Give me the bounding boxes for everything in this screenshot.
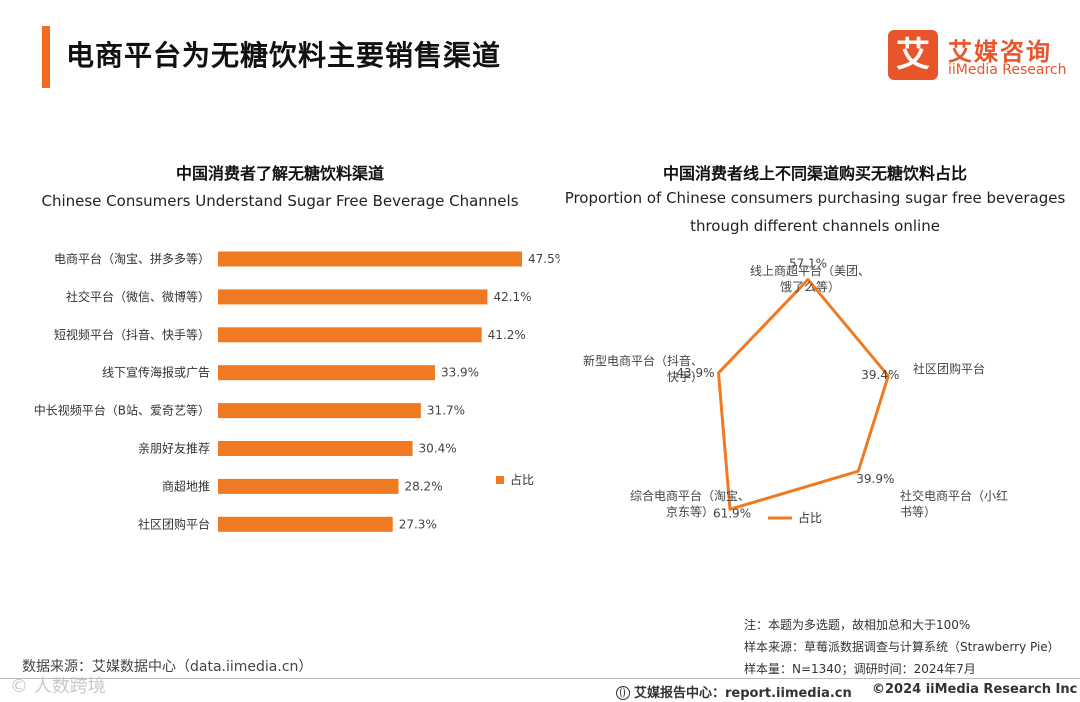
logo-mark-icon: 艾 <box>888 30 938 80</box>
bar-value-label: 42.1% <box>493 290 531 304</box>
radar-legend-label: 占比 <box>798 510 822 525</box>
note-multi-choice: 注：本题为多选题，故相加总和大于100% <box>744 618 971 632</box>
legend-swatch <box>496 476 504 484</box>
bar-category-label: 商超地推 <box>162 478 210 493</box>
logo-name-cn: 艾媒咨询 <box>948 38 1052 66</box>
radar-chart: 57.1% 39.4% 39.9% 61.9% 43.9% 线上商超平台（美团、饿了么等）… <box>583 257 1008 525</box>
page-title: 电商平台为无糖饮料主要销售渠道 <box>66 39 502 72</box>
note-sample-size: 样本量：N=1340；调研时间：2024年7月 <box>744 662 976 676</box>
data-source: 数据来源：艾媒数据中心（data.iimedia.cn） <box>22 659 313 675</box>
bar-value-label: 28.2% <box>404 479 442 493</box>
footer-divider <box>0 678 1080 679</box>
bar <box>218 403 421 419</box>
radar-chart-title-en-line1: Proportion of Chinese consumers purchasi… <box>564 189 1066 207</box>
radar-value-label: 43.9% <box>676 366 714 380</box>
footer-copyright: ©2024 iiMedia Research Inc <box>872 682 1078 697</box>
legend-label: 占比 <box>510 472 534 487</box>
bar-category-label: 社区团购平台 <box>138 516 210 531</box>
radar-value-label: 57.1% <box>789 257 827 271</box>
radar-chart-title-cn: 中国消费者线上不同渠道购买无糖饮料占比 <box>662 164 967 183</box>
watermark-text: © 人数跨境 <box>10 676 106 697</box>
radar-chart-title-en-line2: through different channels online <box>690 217 940 235</box>
bar-chart-title-cn: 中国消费者了解无糖饮料渠道 <box>175 164 384 183</box>
radar-category-label: 新型电商平台（抖音、快手） <box>583 353 703 384</box>
notes-block: 注：本题为多选题，故相加总和大于100% 样本来源：草莓派数据调查与计算系统（S… <box>744 614 1060 680</box>
logo-name-en: iiMedia Research <box>948 62 1067 78</box>
bar-value-label: 47.5% <box>528 252 560 266</box>
bar <box>218 478 399 494</box>
bar-category-label: 社交平台（微信、微博等） <box>66 289 210 304</box>
radar-value-label: 39.9% <box>856 472 894 486</box>
bar <box>218 251 522 267</box>
radar-category-label: 综合电商平台（淘宝、京东等） <box>630 488 750 519</box>
bar-value-label: 33.9% <box>441 366 479 380</box>
footer: 艾媒报告中心：report.iimedia.cn ©2024 iiMedia R… <box>0 682 1080 702</box>
note-sample-source: 样本来源：草莓派数据调查与计算系统（Strawberry Pie） <box>744 640 1060 654</box>
bar-category-label: 亲朋好友推荐 <box>138 442 210 456</box>
globe-icon <box>616 686 630 700</box>
bar <box>218 441 413 456</box>
radar-series-line <box>717 278 890 511</box>
bar-value-label: 31.7% <box>427 404 465 418</box>
bar <box>218 516 393 532</box>
radar-value-label: 61.9% <box>713 506 751 520</box>
title-accent-bar <box>42 26 50 88</box>
brand-logo: 艾 艾媒咨询 iiMedia Research <box>888 30 1067 84</box>
radar-category-label: 线上商超平台（美团、饿了么等） <box>750 263 870 294</box>
bar-category-label: 电商平台（淘宝、拼多多等） <box>54 251 210 266</box>
bar-value-label: 41.2% <box>488 328 526 342</box>
footer-report-link[interactable]: 艾媒报告中心：report.iimedia.cn <box>616 682 852 701</box>
footer-report-text: 艾媒报告中心：report.iimedia.cn <box>634 686 852 701</box>
bar-category-label: 短视频平台（抖音、快手等） <box>54 327 210 342</box>
bar-chart: 电商平台（淘宝、拼多多等） 47.5% 社交平台（微信、微博等） 42.1% 短视频平台… <box>34 251 560 532</box>
bar-category-label: 中长视频平台（B站、爱奇艺等） <box>34 403 210 418</box>
radar-value-label: 39.4% <box>861 368 899 382</box>
radar-chart-title-en: Proportion of Chinese consumers purchasi… <box>560 184 1070 240</box>
bar <box>218 289 488 305</box>
bar-value-label: 27.3% <box>399 517 437 531</box>
bar <box>218 327 482 343</box>
bar-value-label: 30.4% <box>419 442 457 456</box>
bar-category-label: 线下宣传海报或广告 <box>102 365 210 380</box>
bar <box>218 365 435 381</box>
radar-category-label: 社交电商平台（小红书等） <box>900 488 1008 519</box>
bar-chart-title-en: Chinese Consumers Understand Sugar Free … <box>41 192 519 210</box>
radar-category-label: 社区团购平台 <box>913 361 985 376</box>
